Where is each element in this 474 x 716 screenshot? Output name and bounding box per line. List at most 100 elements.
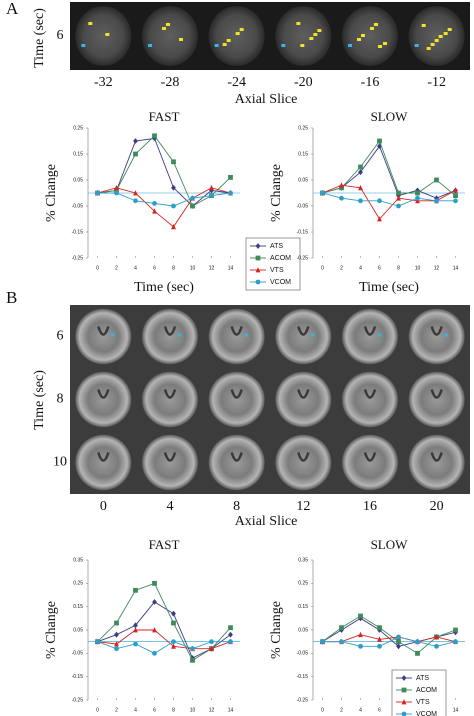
marker bbox=[453, 187, 458, 193]
marker bbox=[377, 143, 382, 150]
brain-slice bbox=[142, 308, 198, 365]
brain-slice bbox=[275, 308, 332, 365]
brain-slice bbox=[75, 434, 132, 491]
marker bbox=[171, 643, 176, 649]
brain-slice bbox=[208, 6, 265, 66]
activation bbox=[444, 333, 448, 337]
marker bbox=[415, 650, 420, 656]
marker bbox=[133, 198, 138, 204]
chart-title: FAST bbox=[149, 537, 180, 552]
brain-ventricle bbox=[163, 452, 177, 462]
marker bbox=[228, 625, 233, 631]
series-line bbox=[97, 187, 231, 228]
activation bbox=[426, 47, 431, 50]
x-axis-label: Time (sec) bbox=[359, 280, 419, 295]
brain-ventricle bbox=[297, 389, 310, 399]
chart-title: SLOW bbox=[371, 109, 409, 124]
x-tick-label: 14 bbox=[453, 265, 459, 271]
marker bbox=[415, 195, 420, 201]
x-tick-label: 10 bbox=[415, 265, 421, 271]
y-tick-label: -0.15 bbox=[72, 674, 84, 680]
marker bbox=[190, 195, 195, 201]
marker bbox=[377, 216, 382, 222]
marker bbox=[95, 639, 100, 645]
marker bbox=[152, 650, 157, 656]
y-tick-label: 0.05 bbox=[298, 177, 308, 183]
series-line bbox=[97, 137, 231, 207]
legend-label: ATS bbox=[270, 243, 283, 250]
y-tick-label: -0.25 bbox=[297, 255, 309, 261]
marker bbox=[339, 182, 344, 188]
brain-ventricle bbox=[97, 452, 110, 462]
x-tick-label: 14 bbox=[228, 265, 234, 271]
marker bbox=[171, 184, 176, 191]
y-tick-label: -0.25 bbox=[297, 697, 309, 703]
x-tick-label: 0 bbox=[321, 265, 324, 271]
y-tick-label: 0.15 bbox=[298, 604, 308, 610]
time-axis-label: Time (sec) bbox=[32, 370, 47, 430]
brain-ventricle bbox=[163, 389, 177, 399]
activation bbox=[357, 38, 361, 41]
brain-ventricle bbox=[297, 326, 310, 336]
activation bbox=[105, 33, 110, 36]
brain-slice bbox=[208, 434, 265, 491]
marker bbox=[152, 627, 157, 633]
activation bbox=[447, 28, 452, 31]
activation bbox=[374, 23, 378, 26]
marker bbox=[401, 675, 407, 681]
y-tick-label: 0.35 bbox=[298, 557, 308, 563]
series-line bbox=[322, 145, 456, 199]
activation bbox=[348, 44, 352, 47]
marker bbox=[434, 634, 439, 640]
activation bbox=[430, 43, 435, 46]
marker bbox=[339, 639, 344, 645]
y-tick-label: -0.05 bbox=[297, 203, 309, 209]
brain-slice bbox=[342, 371, 398, 428]
slice-label: -32 bbox=[94, 75, 113, 90]
x-tick-label: 6 bbox=[378, 707, 381, 713]
marker bbox=[377, 138, 382, 144]
x-tick-label: 8 bbox=[172, 265, 175, 271]
x-tick-label: 4 bbox=[359, 265, 362, 271]
activation bbox=[281, 44, 286, 47]
y-tick-label: -0.15 bbox=[297, 229, 309, 235]
activation bbox=[111, 333, 115, 337]
marker bbox=[133, 627, 138, 633]
brain-ventricle bbox=[363, 326, 377, 336]
series-line bbox=[97, 135, 231, 207]
activation bbox=[443, 32, 448, 35]
y-tick-label: 0.05 bbox=[73, 627, 83, 633]
brain-ventricle bbox=[363, 389, 377, 399]
marker bbox=[114, 188, 119, 193]
marker bbox=[209, 184, 214, 191]
x-tick-label: 2 bbox=[115, 707, 118, 713]
marker bbox=[152, 208, 157, 214]
brain-ventricle bbox=[230, 389, 243, 399]
legend-label: VTS bbox=[416, 699, 430, 706]
x-tick-label: 14 bbox=[228, 707, 234, 713]
activation bbox=[162, 27, 166, 30]
marker bbox=[171, 639, 176, 645]
marker bbox=[377, 636, 382, 642]
legend-box bbox=[245, 237, 301, 291]
series-line bbox=[97, 629, 231, 650]
marker bbox=[358, 643, 363, 649]
x-tick-label: 12 bbox=[434, 265, 440, 271]
x-tick-label: 6 bbox=[378, 265, 381, 271]
marker bbox=[358, 184, 363, 191]
marker bbox=[114, 184, 119, 191]
marker bbox=[255, 279, 261, 285]
slice-label: 12 bbox=[296, 499, 310, 514]
slice-label: -12 bbox=[427, 75, 446, 90]
marker bbox=[152, 580, 157, 586]
x-tick-label: 8 bbox=[172, 707, 175, 713]
marker bbox=[209, 193, 214, 199]
marker bbox=[415, 639, 420, 645]
marker bbox=[396, 203, 401, 209]
row-label: 6 bbox=[57, 28, 64, 43]
x-tick-label: 6 bbox=[153, 265, 156, 271]
slice-label: 16 bbox=[363, 499, 377, 514]
marker bbox=[114, 641, 119, 647]
marker bbox=[133, 587, 138, 593]
